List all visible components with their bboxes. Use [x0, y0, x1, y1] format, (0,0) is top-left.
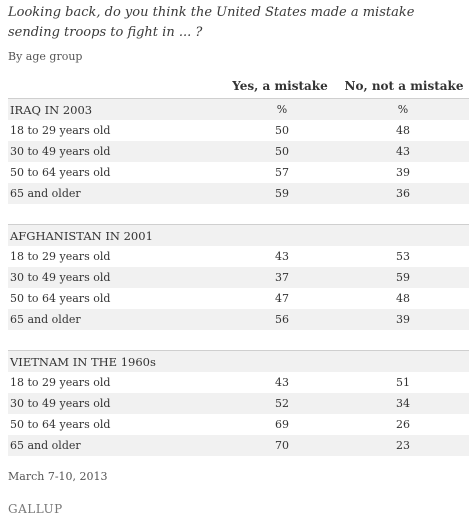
- value-not-mistake: 59: [396, 271, 410, 284]
- chart-title: Looking back, do you think the United St…: [8, 5, 415, 40]
- value-not-mistake: 39: [396, 313, 410, 326]
- column-header-yes: Yes, a mistake: [232, 79, 328, 93]
- value-yes-mistake: 47: [275, 292, 289, 305]
- value-yes-mistake: 59: [275, 187, 289, 200]
- section-name: IRAQ IN 2003: [10, 102, 93, 117]
- value-yes-mistake: 43: [275, 376, 289, 389]
- age-group-label: 65 and older: [10, 187, 81, 200]
- chart-subtitle: By age group: [8, 50, 83, 63]
- table-section: IRAQ IN 2003%% 18 to 29 years old 50 48 30 t…: [8, 98, 469, 204]
- survey-date: March 7-10, 2013: [8, 470, 108, 483]
- value-not-mistake: 43: [396, 145, 410, 158]
- value-not-mistake: 53: [396, 250, 410, 263]
- unit-label-yes: %: [276, 103, 288, 116]
- section-name: VIETNAM IN THE 1960s: [10, 354, 156, 369]
- age-group-label: 18 to 29 years old: [10, 250, 111, 263]
- value-yes-mistake: 52: [275, 397, 289, 410]
- table-section: VIETNAM IN THE 1960s 18 to 29 years old 43…: [8, 350, 469, 456]
- age-group-label: 30 to 49 years old: [10, 271, 111, 284]
- age-group-label: 50 to 64 years old: [10, 166, 111, 179]
- table-row: 50 to 64 years old 47 48: [8, 288, 469, 309]
- section-header-row: VIETNAM IN THE 1960s: [8, 350, 469, 372]
- age-group-label: 18 to 29 years old: [10, 376, 111, 389]
- value-not-mistake: 26: [396, 418, 410, 431]
- value-yes-mistake: 70: [275, 439, 289, 452]
- table-section: AFGHANISTAN IN 2001 18 to 29 years old 43 5…: [8, 224, 469, 330]
- table-row: 50 to 64 years old 57 39: [8, 162, 469, 183]
- age-group-label: 65 and older: [10, 313, 81, 326]
- table-row: 50 to 64 years old 69 26: [8, 414, 469, 435]
- age-group-label: 18 to 29 years old: [10, 124, 111, 137]
- results-table: IRAQ IN 2003%% 18 to 29 years old 50 48 30 t…: [8, 98, 469, 476]
- age-group-label: 65 and older: [10, 439, 81, 452]
- value-not-mistake: 48: [396, 292, 410, 305]
- value-yes-mistake: 57: [275, 166, 289, 179]
- table-row: 30 to 49 years old 52 34: [8, 393, 469, 414]
- section-header-row: AFGHANISTAN IN 2001: [8, 224, 469, 246]
- value-yes-mistake: 43: [275, 250, 289, 263]
- value-not-mistake: 39: [396, 166, 410, 179]
- value-yes-mistake: 69: [275, 418, 289, 431]
- age-group-label: 30 to 49 years old: [10, 397, 111, 410]
- table-row: 65 and older 70 23: [8, 435, 469, 456]
- table-row: 18 to 29 years old 43 53: [8, 246, 469, 267]
- unit-label-no: %: [397, 103, 409, 116]
- gallup-logo: GALLUP: [8, 502, 63, 516]
- age-group-label: 50 to 64 years old: [10, 418, 111, 431]
- section-name: AFGHANISTAN IN 2001: [10, 228, 153, 243]
- table-row: 30 to 49 years old 37 59: [8, 267, 469, 288]
- table-row: 18 to 29 years old 50 48: [8, 120, 469, 141]
- value-not-mistake: 34: [396, 397, 410, 410]
- value-not-mistake: 48: [396, 124, 410, 137]
- value-not-mistake: 51: [396, 376, 410, 389]
- value-yes-mistake: 50: [275, 124, 289, 137]
- table-row: 30 to 49 years old 50 43: [8, 141, 469, 162]
- value-not-mistake: 23: [396, 439, 410, 452]
- value-yes-mistake: 50: [275, 145, 289, 158]
- value-yes-mistake: 56: [275, 313, 289, 326]
- age-group-label: 50 to 64 years old: [10, 292, 111, 305]
- section-header-row: IRAQ IN 2003%%: [8, 98, 469, 120]
- value-yes-mistake: 37: [275, 271, 289, 284]
- age-group-label: 30 to 49 years old: [10, 145, 111, 158]
- table-row: 65 and older 59 36: [8, 183, 469, 204]
- table-row: 18 to 29 years old 43 51: [8, 372, 469, 393]
- table-row: 65 and older 56 39: [8, 309, 469, 330]
- value-not-mistake: 36: [396, 187, 410, 200]
- column-header-no: No, not a mistake: [344, 79, 464, 93]
